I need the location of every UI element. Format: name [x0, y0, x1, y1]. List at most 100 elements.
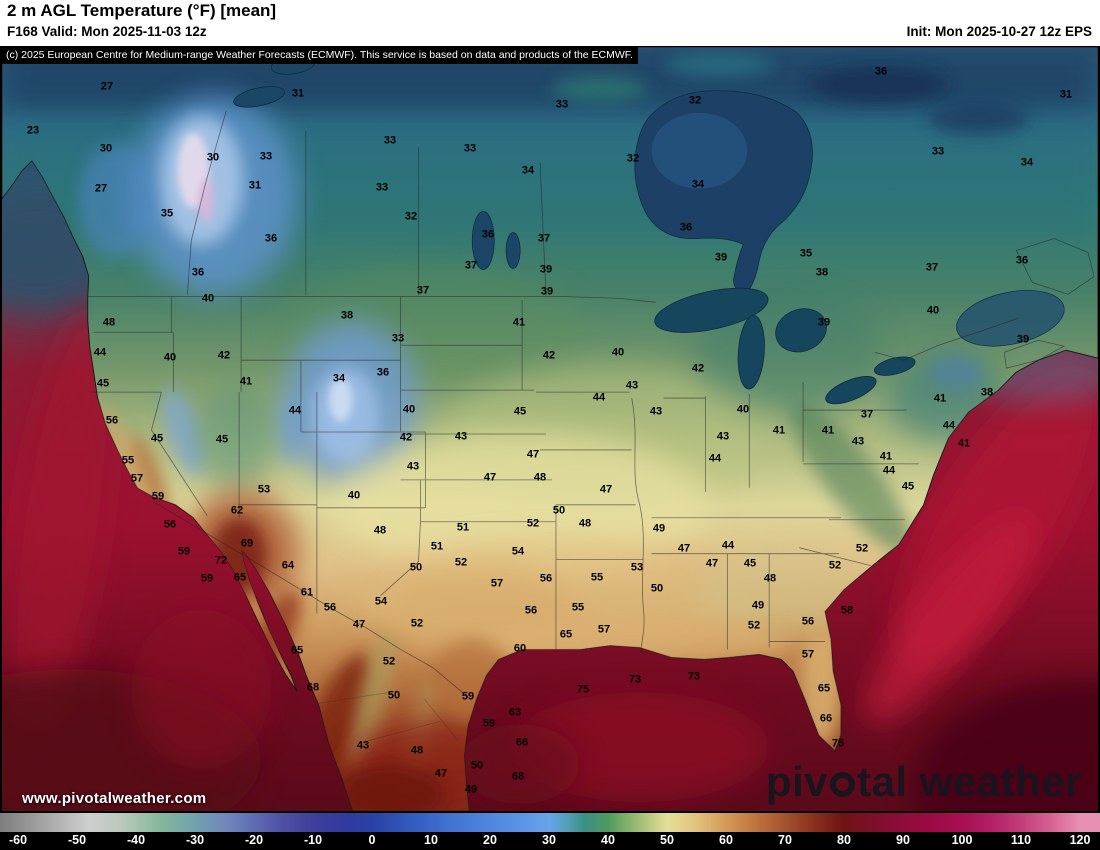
temp-label: 34	[1020, 156, 1034, 169]
colorbar-tick: 10	[424, 833, 438, 847]
temp-label: 33	[259, 150, 273, 163]
temp-label: 48	[410, 744, 424, 757]
colorbar-tick: 90	[896, 833, 910, 847]
temp-label: 42	[217, 349, 231, 362]
temp-label: 41	[879, 450, 893, 463]
temp-label: 23	[26, 124, 40, 137]
temp-label: 65	[559, 628, 573, 641]
temp-label: 62	[230, 504, 244, 517]
colorbar-tick: 100	[951, 833, 973, 847]
temp-label: 37	[464, 259, 478, 272]
newfoundland-outline	[1015, 238, 1095, 295]
temp-label: 44	[93, 346, 107, 359]
colorbar-tick: 110	[1010, 833, 1032, 847]
colorbar-strip	[0, 813, 1100, 832]
temp-label: 63	[508, 706, 522, 719]
temp-label: 54	[374, 595, 388, 608]
temp-label: 50	[650, 582, 664, 595]
temp-label: 33	[391, 332, 405, 345]
temp-label: 45	[901, 480, 915, 493]
temp-label: 48	[533, 471, 547, 484]
temp-label: 36	[874, 65, 888, 78]
colorbar-tick: 0	[368, 833, 376, 847]
temp-label: 41	[772, 424, 786, 437]
colorbar-tick: 30	[542, 833, 556, 847]
temp-label: 36	[481, 228, 495, 241]
temp-label: 59	[151, 490, 165, 503]
temp-label: 47	[434, 767, 448, 780]
temp-label: 41	[821, 424, 835, 437]
temp-label: 34	[521, 164, 535, 177]
temp-label: 57	[490, 577, 504, 590]
temp-label: 44	[721, 539, 735, 552]
temp-label: 52	[454, 556, 468, 569]
temp-label: 56	[539, 572, 553, 585]
valid-time-label: F168 Valid: Mon 2025-11-03 12z	[7, 24, 207, 39]
temp-label: 44	[708, 452, 722, 465]
temp-label: 40	[163, 351, 177, 364]
temp-label: 33	[383, 134, 397, 147]
temp-label: 43	[716, 430, 730, 443]
temp-label: 69	[240, 537, 254, 550]
temp-label: 38	[980, 386, 994, 399]
colorbar-tick: -40	[126, 833, 146, 847]
temp-label: 56	[801, 615, 815, 628]
temp-label: 37	[860, 408, 874, 421]
watermark: www.pivotalweather.com	[22, 790, 207, 807]
temp-label: 57	[597, 623, 611, 636]
temp-label: 59	[177, 545, 191, 558]
temp-label: 43	[356, 739, 370, 752]
temp-label: 49	[464, 783, 478, 796]
temp-label: 47	[599, 483, 613, 496]
temp-label: 43	[625, 379, 639, 392]
temp-label: 53	[630, 561, 644, 574]
temp-label: 41	[933, 392, 947, 405]
colorbar-tick: -60	[8, 833, 28, 847]
temp-label: 35	[799, 247, 813, 260]
temp-label: 37	[537, 232, 551, 245]
temp-label: 47	[483, 471, 497, 484]
temp-label: 33	[931, 145, 945, 158]
temp-label: 41	[957, 437, 971, 450]
temp-label: 39	[1016, 333, 1030, 346]
temp-label: 33	[555, 98, 569, 111]
temp-label: 39	[817, 316, 831, 329]
temp-label: 55	[121, 454, 135, 467]
temp-label: 32	[688, 94, 702, 107]
temp-label: 37	[416, 284, 430, 297]
temp-label: 52	[828, 559, 842, 572]
temp-label: 40	[402, 403, 416, 416]
temp-label: 75	[576, 683, 590, 696]
temp-label: 59	[200, 572, 214, 585]
temp-label: 56	[524, 604, 538, 617]
temp-label: 42	[399, 431, 413, 444]
lake-michigan	[737, 314, 765, 390]
temp-label: 54	[511, 545, 525, 558]
colorbar-tick: -20	[244, 833, 264, 847]
temp-label: 36	[679, 221, 693, 234]
temp-label: 48	[102, 316, 116, 329]
temp-label: 48	[373, 524, 387, 537]
temp-label: 36	[191, 266, 205, 279]
temp-label: 48	[763, 572, 777, 585]
pivotal-weather-logo: piv tal weather	[766, 761, 1082, 803]
temp-label: 50	[470, 759, 484, 772]
temp-label: 36	[376, 366, 390, 379]
temp-label: 45	[150, 432, 164, 445]
temp-label: 41	[239, 375, 253, 388]
temp-label: 36	[264, 232, 278, 245]
temp-label: 40	[347, 489, 361, 502]
temp-label: 59	[482, 717, 496, 730]
temp-label: 27	[94, 182, 108, 195]
temp-label: 31	[248, 179, 262, 192]
temp-label: 75	[831, 737, 845, 750]
colorbar-tick: 50	[660, 833, 674, 847]
colorbar: -60 -50 -40 -30 -20 -10 0 10 20 30 40 50 60 70 80 90 100…	[0, 812, 1100, 850]
colorbar-tick: 80	[837, 833, 851, 847]
temp-label: 51	[430, 540, 444, 553]
colorbar-tick: 20	[483, 833, 497, 847]
colorbar-tick: 120	[1069, 833, 1091, 847]
temp-label: 50	[409, 561, 423, 574]
temp-label: 57	[130, 472, 144, 485]
